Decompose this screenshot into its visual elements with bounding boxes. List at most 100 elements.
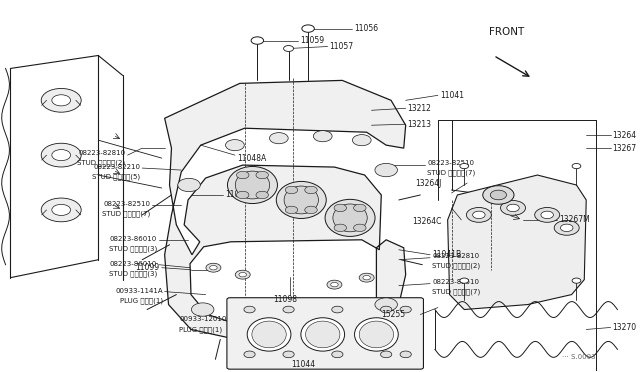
Text: 11024A: 11024A	[225, 190, 254, 199]
Circle shape	[284, 45, 294, 51]
Ellipse shape	[325, 199, 375, 237]
Circle shape	[483, 186, 514, 204]
Text: STUD スタッド(3): STUD スタッド(3)	[109, 270, 157, 277]
Ellipse shape	[247, 318, 291, 351]
Text: 08223-82810: 08223-82810	[432, 253, 479, 259]
Text: 08223-86010: 08223-86010	[109, 236, 157, 242]
Circle shape	[375, 298, 397, 311]
Text: 15255: 15255	[381, 310, 406, 319]
Text: STUD スタッド(5): STUD スタッド(5)	[92, 174, 140, 180]
Circle shape	[52, 204, 70, 215]
Text: FRONT: FRONT	[488, 27, 524, 37]
Text: 08223-82210: 08223-82210	[93, 164, 140, 170]
Circle shape	[331, 282, 338, 287]
Circle shape	[363, 275, 371, 280]
Circle shape	[359, 273, 374, 282]
Circle shape	[52, 95, 70, 106]
Circle shape	[381, 306, 392, 313]
Circle shape	[460, 278, 468, 283]
Circle shape	[381, 351, 392, 358]
Text: STUD スタッド(7): STUD スタッド(7)	[427, 170, 476, 176]
Circle shape	[305, 186, 317, 194]
Circle shape	[210, 266, 217, 270]
Circle shape	[285, 186, 298, 194]
Text: 11048A: 11048A	[237, 154, 266, 163]
Text: 11099: 11099	[136, 263, 160, 272]
Ellipse shape	[359, 321, 394, 348]
Circle shape	[244, 351, 255, 358]
Text: 13267: 13267	[612, 144, 637, 153]
Circle shape	[285, 206, 298, 214]
Circle shape	[244, 306, 255, 313]
Text: 08223-82510: 08223-82510	[427, 160, 474, 166]
Circle shape	[305, 206, 317, 214]
Text: 11056: 11056	[354, 24, 378, 33]
Circle shape	[467, 208, 492, 222]
Circle shape	[52, 150, 70, 161]
Text: 08223-82510: 08223-82510	[432, 279, 479, 285]
Polygon shape	[164, 80, 406, 344]
Polygon shape	[447, 175, 586, 310]
Circle shape	[572, 163, 581, 169]
Circle shape	[554, 221, 579, 235]
Circle shape	[225, 140, 244, 151]
Circle shape	[256, 171, 268, 179]
Text: STUD スタッド(2): STUD スタッド(2)	[77, 160, 125, 166]
Text: 08223-82510: 08223-82510	[103, 201, 150, 207]
Circle shape	[269, 133, 288, 144]
Circle shape	[327, 280, 342, 289]
Text: STUD スタッド(7): STUD スタッド(7)	[102, 211, 150, 217]
Ellipse shape	[236, 171, 269, 199]
Circle shape	[353, 204, 366, 212]
Circle shape	[507, 204, 519, 212]
Text: 00933-12010: 00933-12010	[179, 317, 227, 323]
Circle shape	[332, 306, 343, 313]
Text: 13270: 13270	[612, 323, 637, 332]
Circle shape	[302, 25, 314, 32]
Circle shape	[256, 191, 268, 199]
Text: STUD スタッド(3): STUD スタッド(3)	[109, 246, 157, 252]
Circle shape	[334, 224, 346, 231]
Circle shape	[460, 163, 468, 169]
Text: 13213: 13213	[408, 120, 431, 129]
Circle shape	[206, 263, 221, 272]
Circle shape	[334, 204, 346, 212]
Text: 11044: 11044	[291, 360, 316, 369]
Ellipse shape	[227, 167, 278, 203]
FancyBboxPatch shape	[227, 298, 424, 369]
Text: 08223-82810: 08223-82810	[79, 150, 125, 156]
Circle shape	[239, 272, 246, 277]
Circle shape	[561, 224, 573, 231]
Circle shape	[41, 198, 81, 222]
Text: 11057: 11057	[330, 42, 354, 51]
Ellipse shape	[284, 186, 319, 214]
Text: STUD スタッド(2): STUD スタッド(2)	[432, 262, 480, 269]
Circle shape	[400, 351, 412, 358]
Text: 11041B: 11041B	[432, 250, 461, 259]
Circle shape	[490, 190, 506, 200]
Circle shape	[500, 201, 525, 215]
Circle shape	[283, 351, 294, 358]
Text: PLUG プラグ(1): PLUG プラグ(1)	[120, 297, 163, 304]
Text: 08223-86010: 08223-86010	[109, 261, 157, 267]
Circle shape	[353, 135, 371, 146]
Text: 13267M: 13267M	[559, 215, 589, 224]
Circle shape	[472, 211, 485, 219]
Ellipse shape	[305, 321, 340, 348]
Ellipse shape	[355, 318, 398, 351]
Text: PLUG プラグ(1): PLUG プラグ(1)	[179, 326, 223, 333]
Ellipse shape	[252, 321, 286, 348]
Ellipse shape	[301, 318, 344, 351]
Circle shape	[353, 224, 366, 231]
Circle shape	[541, 211, 554, 219]
Text: 11059: 11059	[300, 36, 324, 45]
Circle shape	[283, 306, 294, 313]
Circle shape	[332, 351, 343, 358]
Circle shape	[41, 89, 81, 112]
Circle shape	[572, 278, 581, 283]
Text: 13264J: 13264J	[415, 179, 442, 187]
Circle shape	[314, 131, 332, 142]
Ellipse shape	[333, 204, 367, 232]
Circle shape	[236, 191, 249, 199]
Circle shape	[400, 306, 412, 313]
